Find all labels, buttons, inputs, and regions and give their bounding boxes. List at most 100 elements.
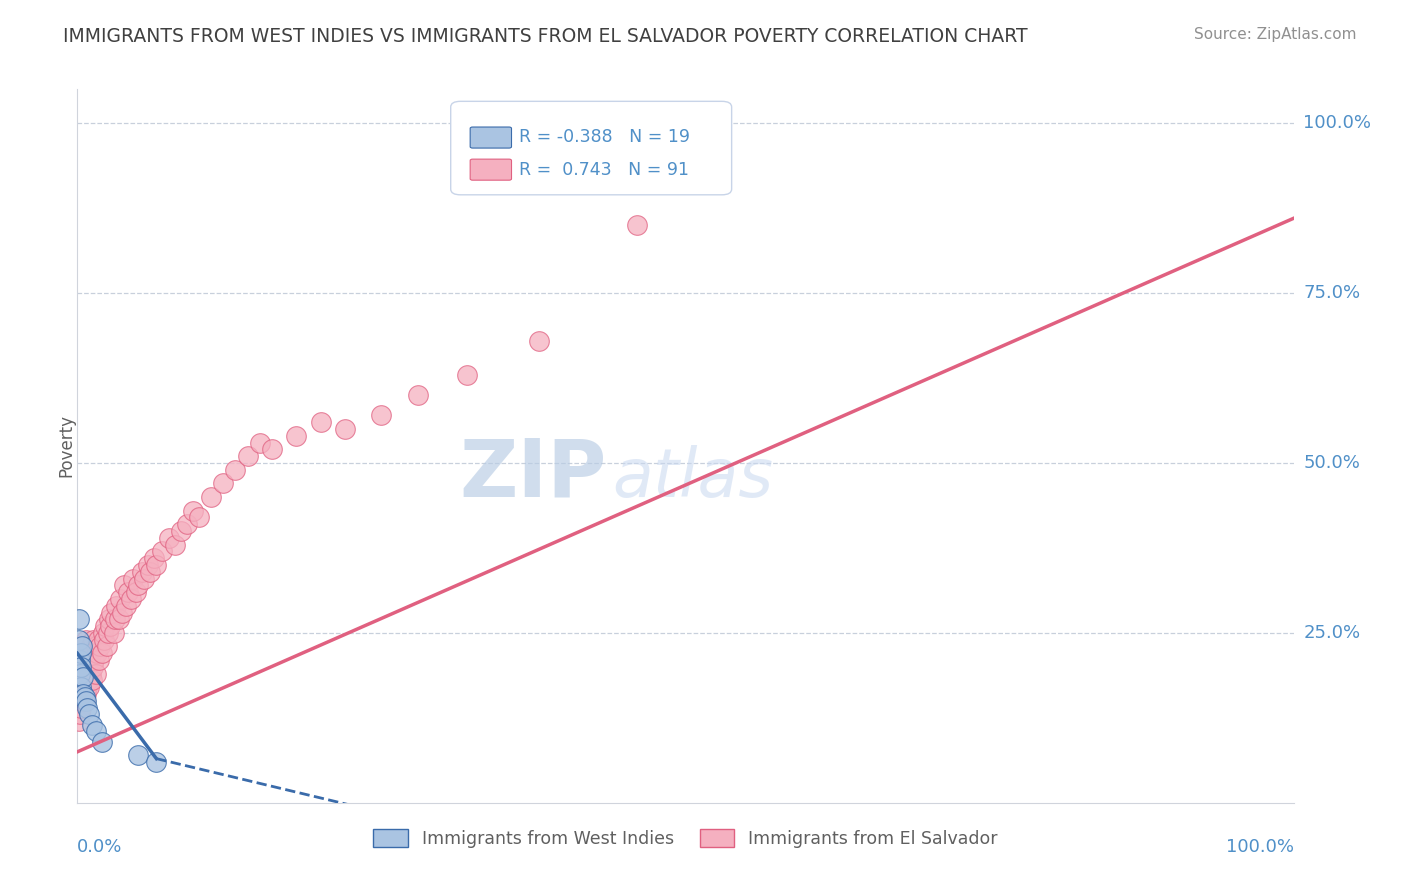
Point bbox=[69, 646, 91, 660]
Point bbox=[200, 490, 222, 504]
Point bbox=[112, 578, 135, 592]
Point bbox=[69, 707, 91, 722]
Point bbox=[72, 670, 94, 684]
Point bbox=[75, 694, 97, 708]
Point bbox=[117, 585, 139, 599]
Point bbox=[76, 660, 98, 674]
Point bbox=[111, 606, 134, 620]
Point bbox=[145, 755, 167, 769]
Point bbox=[80, 673, 103, 688]
Point bbox=[87, 632, 110, 647]
Point bbox=[115, 599, 138, 613]
Point bbox=[529, 334, 551, 348]
Point bbox=[122, 572, 145, 586]
Point bbox=[69, 687, 91, 701]
Point bbox=[86, 646, 108, 660]
Point bbox=[73, 690, 96, 705]
Point bbox=[100, 606, 122, 620]
Point bbox=[72, 646, 94, 660]
Point bbox=[70, 653, 93, 667]
Point bbox=[456, 368, 478, 382]
Point bbox=[80, 640, 103, 654]
Point bbox=[127, 578, 149, 592]
Point bbox=[91, 626, 114, 640]
Point bbox=[96, 640, 118, 654]
Point bbox=[309, 415, 332, 429]
Text: R =  0.743   N = 91: R = 0.743 N = 91 bbox=[519, 161, 689, 178]
Point bbox=[90, 646, 112, 660]
Point bbox=[70, 673, 93, 688]
Point bbox=[212, 476, 235, 491]
Point bbox=[97, 626, 120, 640]
Point bbox=[70, 660, 93, 674]
Text: ZIP: ZIP bbox=[460, 435, 606, 514]
Point bbox=[181, 503, 204, 517]
Point bbox=[134, 572, 156, 586]
Text: 75.0%: 75.0% bbox=[1303, 284, 1361, 302]
Point bbox=[75, 632, 97, 647]
Point bbox=[69, 666, 91, 681]
Point bbox=[69, 653, 91, 667]
Point bbox=[260, 442, 283, 457]
FancyBboxPatch shape bbox=[470, 127, 512, 148]
Point bbox=[69, 666, 91, 681]
Point bbox=[73, 673, 96, 688]
Point bbox=[127, 748, 149, 763]
Point bbox=[70, 640, 93, 654]
Point bbox=[103, 626, 125, 640]
Point bbox=[70, 646, 93, 660]
Point bbox=[249, 435, 271, 450]
Point bbox=[67, 694, 90, 708]
Text: R = -0.388   N = 19: R = -0.388 N = 19 bbox=[519, 128, 690, 146]
Point bbox=[170, 524, 193, 538]
Point bbox=[75, 687, 97, 701]
Point bbox=[70, 700, 93, 714]
Point bbox=[176, 517, 198, 532]
Point bbox=[139, 565, 162, 579]
Point bbox=[285, 429, 308, 443]
Point bbox=[125, 585, 148, 599]
Point bbox=[136, 558, 159, 572]
Point bbox=[83, 653, 105, 667]
Point bbox=[142, 551, 165, 566]
Point bbox=[94, 619, 117, 633]
Point bbox=[67, 714, 90, 729]
Point bbox=[80, 717, 103, 731]
Point bbox=[77, 673, 100, 688]
Point bbox=[67, 673, 90, 688]
Point bbox=[79, 653, 101, 667]
Text: atlas: atlas bbox=[613, 445, 773, 511]
Point bbox=[84, 640, 107, 654]
Point bbox=[75, 666, 97, 681]
Point bbox=[80, 666, 103, 681]
Point bbox=[406, 388, 429, 402]
Point bbox=[157, 531, 180, 545]
Point bbox=[82, 660, 104, 674]
Point bbox=[67, 612, 90, 626]
Point bbox=[72, 687, 94, 701]
Point bbox=[82, 632, 104, 647]
Point bbox=[626, 218, 648, 232]
Text: 100.0%: 100.0% bbox=[1226, 838, 1294, 856]
Point bbox=[67, 632, 90, 647]
Point bbox=[70, 680, 93, 694]
Point bbox=[152, 544, 174, 558]
Point bbox=[79, 707, 101, 722]
Point bbox=[84, 724, 107, 739]
Text: 50.0%: 50.0% bbox=[1303, 454, 1360, 472]
Point bbox=[79, 680, 101, 694]
Text: 0.0%: 0.0% bbox=[77, 838, 122, 856]
Point bbox=[98, 619, 121, 633]
Point bbox=[76, 700, 98, 714]
Point bbox=[188, 510, 211, 524]
Point bbox=[76, 680, 98, 694]
Point bbox=[77, 646, 100, 660]
Point bbox=[70, 680, 93, 694]
FancyBboxPatch shape bbox=[470, 159, 512, 180]
Point bbox=[120, 591, 142, 606]
FancyBboxPatch shape bbox=[451, 102, 731, 194]
Point bbox=[89, 640, 111, 654]
Point bbox=[236, 449, 259, 463]
Point bbox=[70, 660, 93, 674]
Y-axis label: Poverty: Poverty bbox=[58, 415, 75, 477]
